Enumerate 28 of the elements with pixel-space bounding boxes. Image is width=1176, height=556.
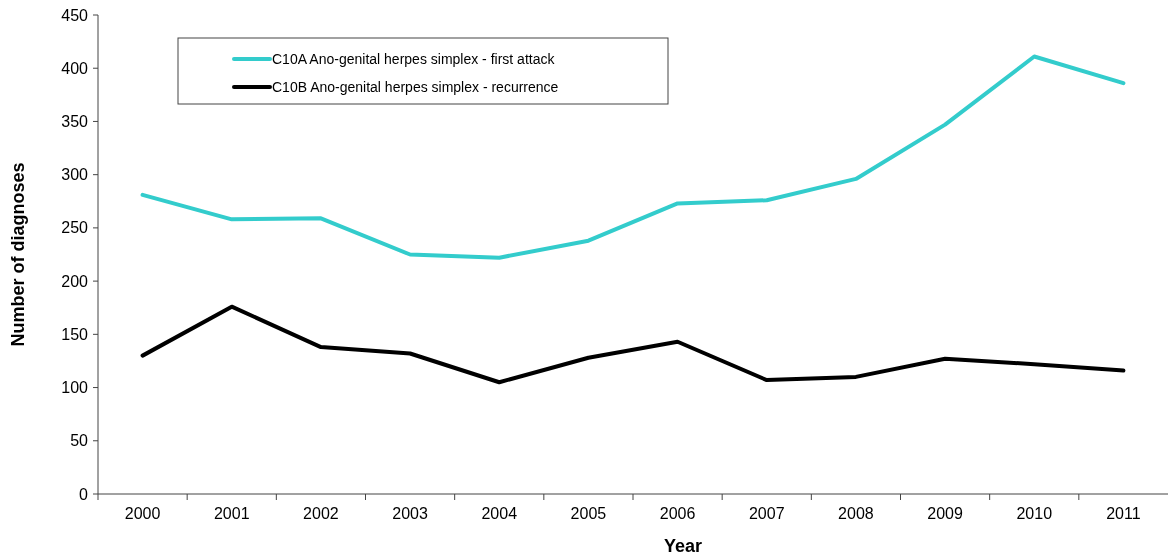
x-tick-label: 2001 (213, 505, 250, 522)
y-tick-label: 250 (61, 219, 89, 237)
y-tick-label: 100 (61, 379, 89, 397)
x-tick-label: 2004 (481, 505, 518, 522)
x-tick-label: 2006 (659, 505, 696, 522)
x-tick-label: 2000 (124, 505, 161, 522)
x-axis-title: Year (663, 536, 703, 556)
y-tick-label: 50 (70, 432, 89, 450)
x-tick-label: 2009 (927, 505, 963, 522)
x-tick-label: 2008 (838, 505, 874, 522)
legend-label: C10B Ano-genital herpes simplex - recurrence (272, 78, 559, 95)
x-tick-label: 2005 (570, 505, 607, 522)
line-series (140, 304, 1126, 385)
y-tick-label: 400 (61, 59, 89, 77)
y-tick-label: 150 (61, 325, 89, 343)
y-tick-label: 0 (79, 485, 89, 503)
y-tick-label: 350 (61, 113, 89, 131)
line-series (140, 54, 1126, 260)
y-tick-label: 300 (61, 166, 89, 184)
x-tick-label: 2002 (303, 505, 339, 522)
y-axis-title: Number of diagnoses (8, 162, 28, 347)
legend-label: C10A Ano-genital herpes simplex - first attack (272, 50, 556, 67)
x-tick-label: 2007 (748, 505, 785, 522)
x-tick-label: 2003 (392, 505, 428, 522)
x-tick-label: 2010 (1016, 505, 1053, 522)
y-tick-label: 200 (61, 272, 89, 290)
x-tick-label: 2011 (1106, 505, 1141, 522)
y-tick-label: 450 (61, 6, 89, 24)
